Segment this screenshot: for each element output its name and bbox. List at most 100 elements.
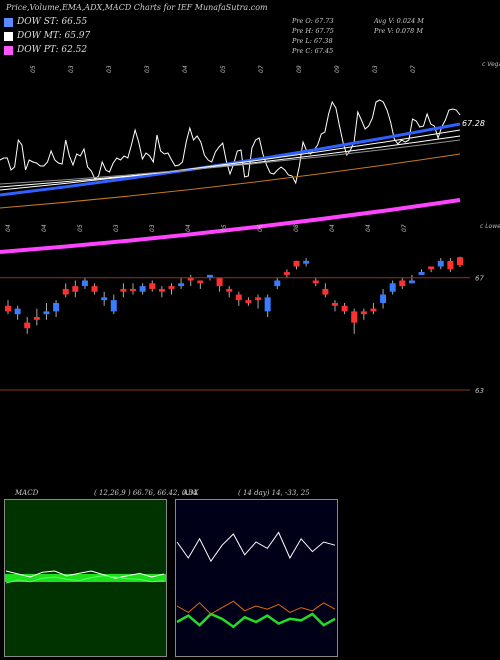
candle-body (216, 277, 223, 287)
date-tick-bottom: 08 (293, 224, 300, 232)
macd-panel (4, 499, 167, 657)
macd-line-0 (5, 570, 165, 579)
candle-body (178, 283, 185, 287)
legend-dow-mt: DOW MT: 65.97 (4, 31, 90, 41)
panel-corner-label: c Vega (482, 61, 500, 68)
candle-body (437, 260, 444, 267)
candle-body (457, 257, 463, 266)
legend-swatch-icon (4, 17, 13, 27)
legend-label: DOW PT: 62.52 (17, 45, 88, 55)
candle-body (399, 280, 406, 287)
candle-body (14, 308, 21, 315)
candle-body (418, 272, 425, 275)
adx-line-2 (176, 600, 336, 615)
candle-body (447, 260, 454, 270)
legend-label: DOW MT: 65.97 (17, 31, 91, 41)
ema-line-2 (0, 129, 461, 191)
date-tick-bottom: 04 (5, 224, 12, 232)
candle-body (5, 305, 11, 312)
pre-volume: Pre V: 0.078 M (374, 27, 424, 35)
candle-body (360, 311, 367, 315)
candle-body (149, 283, 156, 289)
date-tick-bottom: 03 (149, 224, 156, 232)
date-tick-bottom: 06 (257, 224, 264, 232)
candle-body (206, 274, 213, 278)
adx-series (176, 531, 336, 629)
candle-body (33, 317, 40, 320)
ema-value-label: 67.28 (462, 119, 485, 128)
ema-lines (0, 99, 461, 254)
candle-body (322, 288, 329, 295)
date-tick-top: 07 (258, 65, 265, 73)
candle-body (43, 311, 50, 315)
candle-body (53, 302, 60, 312)
avg-volume: Avg V: 0.024 M (374, 17, 424, 25)
legend-swatch-icon (4, 31, 13, 41)
price-tick-label: 63 (475, 387, 484, 395)
date-tick-top: 04 (182, 65, 189, 73)
candle-body (81, 280, 88, 287)
date-ticks: 05 03 03 03 04 05 07 09 09 03 07 04 04 05 03 03 04 05 06 08… (5, 61, 500, 232)
date-tick-bottom: 03 (113, 224, 120, 232)
adx-line-0 (176, 531, 336, 563)
panel-corner-label: c Lowest (480, 223, 500, 230)
ema-line-4 (0, 139, 461, 185)
pre-low: Pre L: 67.38 (292, 37, 333, 45)
macd-label: MACD (15, 489, 39, 497)
adx-line-1 (176, 612, 336, 629)
pre-high: Pre H: 67.75 (292, 27, 334, 35)
date-tick-top: 09 (334, 65, 341, 73)
pre-open: Pre O: 67.73 (292, 17, 334, 25)
candle-body (187, 277, 194, 281)
candle-body (283, 272, 290, 275)
candle-body (197, 280, 204, 284)
candle-body (312, 280, 319, 284)
candle-body (62, 288, 69, 295)
candle-body (255, 297, 262, 301)
candle-body (120, 288, 127, 292)
macd-histogram (5, 574, 166, 582)
legend-label: DOW ST: 66.55 (17, 17, 88, 27)
ema-line-5 (0, 153, 461, 209)
date-tick-top: 03 (144, 65, 151, 73)
macd-series (5, 570, 166, 584)
candle-body (158, 288, 165, 292)
candle-body (91, 286, 98, 292)
ema-line-1 (0, 122, 461, 197)
date-tick-bottom: 04 (185, 224, 192, 232)
candle-body (245, 300, 252, 303)
adx-panel (175, 499, 338, 657)
candle-body (370, 308, 377, 312)
candle-body (351, 311, 358, 323)
price-axis: 67 63 (0, 275, 484, 395)
candle-body (293, 260, 300, 267)
date-tick-top: 07 (410, 65, 417, 73)
candle-body (380, 294, 387, 303)
candle-body (389, 283, 396, 292)
date-tick-bottom: 04 (329, 224, 336, 232)
candle-body (168, 286, 175, 289)
candle-body (428, 266, 435, 270)
adx-frame (175, 499, 338, 657)
pre-close: Pre C: 67.45 (292, 47, 334, 55)
candle-body (130, 288, 137, 291)
date-tick-top: 05 (220, 65, 227, 73)
date-tick-top: 03 (106, 65, 113, 73)
candle-body (274, 280, 281, 287)
adx-label: ADX (183, 489, 199, 497)
price-candles (5, 256, 463, 334)
candle-body (24, 322, 31, 329)
date-tick-bottom: 04 (41, 224, 48, 232)
main-chart: 05 03 03 03 04 05 07 09 09 03 07 04 04 05 03 03 04 05 06 08… (0, 61, 500, 395)
volume-line (0, 99, 461, 185)
price-tick-label: 67 (475, 275, 484, 283)
legend-dow-st: DOW ST: 66.55 (4, 17, 87, 27)
macd-values: ( 12,26,9 ) 66.76, 66.42, 0.34 (94, 489, 198, 497)
adx-values: ( 14 day) 14, -33, 25 (238, 489, 310, 497)
legend-dow-pt: DOW PT: 62.52 (4, 45, 87, 55)
candle-body (408, 280, 415, 284)
candle-body (139, 286, 146, 292)
candle-body (101, 297, 108, 301)
chart-title: Price,Volume,EMA,ADX,MACD Charts for IEF… (6, 3, 268, 12)
date-tick-top: 05 (30, 65, 37, 73)
